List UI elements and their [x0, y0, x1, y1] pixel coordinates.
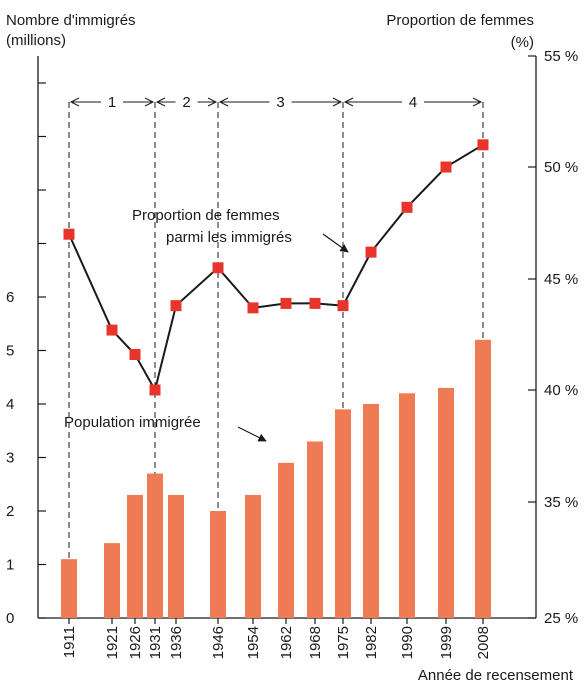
x-tick-label: 1921	[104, 626, 121, 659]
bar	[147, 473, 163, 618]
line-point	[106, 324, 118, 336]
line-point	[247, 302, 259, 314]
x-tick-labels: 1911 1921 1926 1931 1936 1946 1954 1962 1968 1975…	[61, 618, 492, 659]
bar	[210, 511, 226, 618]
bar	[399, 393, 415, 618]
period-arrowhead-right	[207, 97, 218, 107]
bar-annotation: Population immigrée	[64, 414, 201, 431]
x-tick-label: 2008	[475, 626, 492, 659]
left-tick-label: 3	[6, 450, 14, 467]
line-point	[477, 139, 489, 151]
line-point	[170, 300, 182, 312]
line-point	[440, 161, 452, 173]
x-tick-label: 1962	[278, 626, 295, 659]
line-series	[63, 139, 489, 396]
right-axis-ticks: 25 % 35 % 40 % 45 % 50 % 55 %	[528, 48, 578, 627]
right-tick-label: 55 %	[544, 48, 578, 65]
bar	[335, 409, 351, 618]
line-point	[365, 246, 377, 258]
x-tick-label: 1926	[127, 626, 144, 659]
line-point	[280, 297, 292, 309]
left-axis-ticks: 0 1 2 3 4 5 6	[6, 82, 46, 627]
x-tick-label: 1990	[399, 626, 416, 659]
right-axis-title-line2: (%)	[511, 34, 534, 51]
line-point	[212, 262, 224, 274]
line-path	[68, 143, 484, 393]
left-tick-label: 4	[6, 396, 14, 413]
right-tick-label: 25 %	[544, 610, 578, 627]
bar-annotation-arrow	[237, 426, 267, 442]
line-annotation-arrow	[322, 233, 349, 253]
line-point	[63, 228, 75, 240]
left-tick-label: 2	[6, 503, 14, 520]
right-tick-label: 40 %	[544, 382, 578, 399]
period-arrowhead-left	[69, 97, 80, 107]
right-axis-title-line1: Proportion de femmes	[386, 12, 534, 29]
line-point	[401, 201, 413, 213]
left-axis-title-line1: Nombre d'immigrés	[6, 12, 136, 29]
x-tick-label: 1975	[335, 626, 352, 659]
period-arrowhead-left	[155, 97, 166, 107]
bar	[363, 404, 379, 618]
period-label: 1	[108, 94, 116, 111]
x-tick-label: 1982	[363, 626, 380, 659]
line-point	[309, 297, 321, 309]
x-tick-label: 1911	[61, 626, 78, 658]
bar	[245, 494, 261, 618]
bar	[104, 543, 120, 618]
x-tick-label: 1968	[307, 626, 324, 659]
bar	[438, 387, 454, 618]
period-arrowhead-right	[472, 97, 483, 107]
line-point	[149, 384, 161, 396]
period-arrowhead-right	[144, 97, 155, 107]
left-tick-label: 1	[6, 557, 14, 574]
bar	[278, 462, 294, 618]
left-axis-title-line2: (millions)	[6, 32, 66, 49]
period-arrowhead-left	[218, 97, 229, 107]
bar	[168, 494, 184, 618]
line-point	[129, 348, 141, 360]
right-tick-label: 50 %	[544, 159, 578, 176]
line-point	[337, 300, 349, 312]
left-tick-label: 0	[6, 610, 14, 627]
right-tick-label: 45 %	[544, 271, 578, 288]
x-tick-label: 1931	[147, 626, 164, 659]
period-label: 2	[182, 94, 190, 111]
line-annotation-line1: Proportion de femmes	[132, 207, 280, 224]
bar	[61, 559, 77, 618]
x-tick-label: 1999	[438, 626, 455, 659]
x-tick-label: 1946	[210, 626, 227, 659]
bar	[127, 494, 143, 618]
bar	[475, 339, 491, 618]
bar-series	[61, 339, 491, 618]
left-tick-label: 5	[6, 343, 14, 360]
right-tick-label: 35 %	[544, 494, 578, 511]
bar	[307, 441, 323, 618]
period-arrowhead-right	[332, 97, 343, 107]
left-tick-label: 6	[6, 289, 14, 306]
period-arrowhead-left	[343, 97, 354, 107]
line-annotation-line2: parmi les immigrés	[166, 229, 292, 246]
x-axis-title: Année de recensement	[418, 667, 574, 684]
period-label: 4	[409, 94, 417, 111]
x-tick-label: 1936	[168, 626, 185, 659]
period-label: 3	[276, 94, 284, 111]
x-tick-label: 1954	[245, 626, 262, 659]
